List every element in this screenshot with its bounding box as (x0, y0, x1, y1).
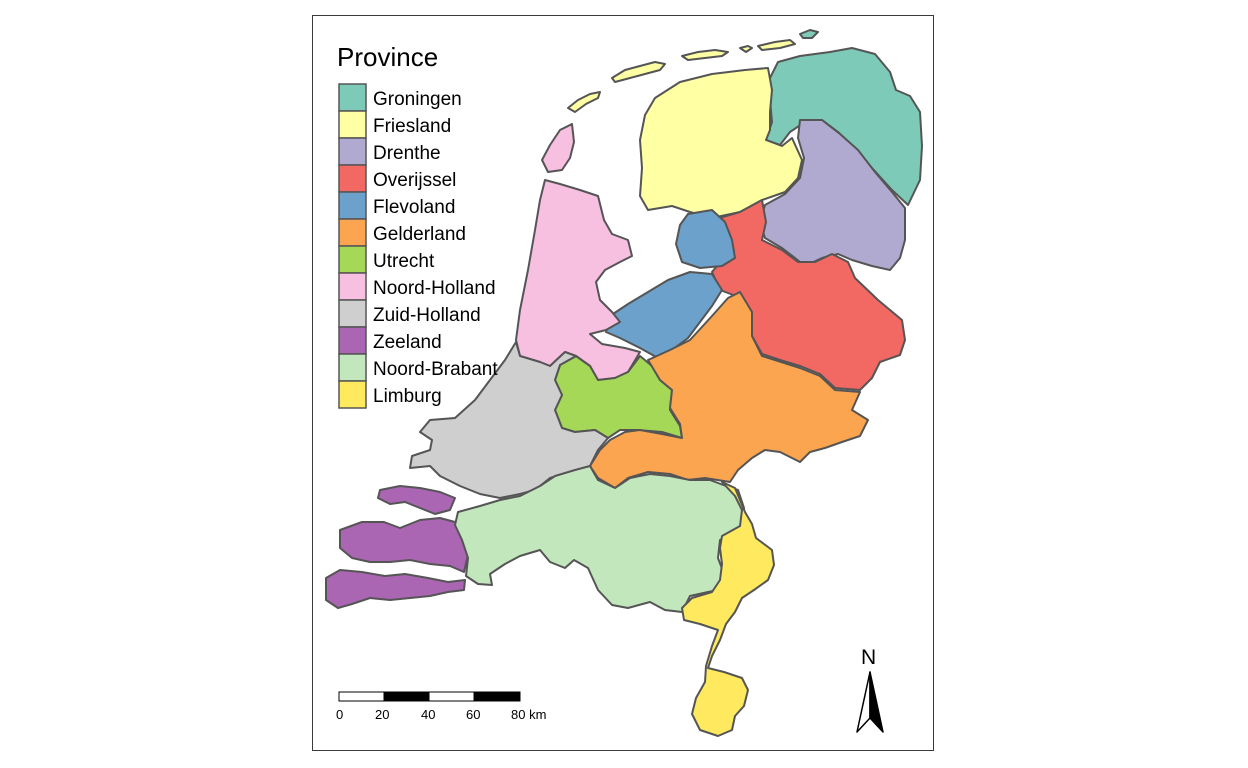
province-flevoland-noordoostpolder (675, 209, 736, 269)
province-zeeland-schouwen (377, 485, 456, 515)
scale-segment-3 (428, 691, 475, 702)
scale-label-40: 40 (421, 707, 435, 722)
legend-label-noord-brabant: Noord-Brabant (373, 359, 498, 380)
legend-label-limburg: Limburg (373, 386, 442, 407)
legend-swatch-noord-holland (338, 272, 367, 301)
province-drenthe (759, 119, 906, 271)
legend-swatch-zeeland (338, 326, 367, 355)
north-arrow-label: N (861, 646, 876, 669)
legend-title: Province (337, 42, 438, 72)
legend-swatch-limburg (338, 380, 367, 409)
legend-label-zuid-holland: Zuid-Holland (373, 305, 481, 326)
north-arrow: N (856, 646, 884, 733)
legend-label-groningen: Groningen (373, 89, 462, 110)
scale-label-80-km: 80 km (511, 707, 546, 722)
scale-bar: 0 20 40 60 80 km (336, 691, 546, 722)
scale-label-0: 0 (336, 707, 343, 722)
legend-label-gelderland: Gelderland (373, 224, 466, 245)
legend-label-friesland: Friesland (373, 116, 451, 137)
legend-label-overijssel: Overijssel (373, 170, 456, 191)
legend-swatch-groningen (338, 83, 367, 112)
province-noord-holland-texel (541, 123, 575, 173)
scale-label-20: 20 (375, 707, 389, 722)
legend-swatch-drenthe (338, 137, 367, 166)
legend-label-drenthe: Drenthe (373, 143, 441, 164)
north-arrow-right-half-icon (869, 671, 884, 733)
scale-segment-1 (338, 691, 385, 702)
legend-swatch-friesland (338, 110, 367, 139)
scale-label-60: 60 (466, 707, 480, 722)
provinces-layer (325, 29, 923, 737)
legend-swatch-overijssel (338, 164, 367, 193)
province-limburg (681, 481, 775, 737)
legend-swatch-gelderland (338, 218, 367, 247)
province-gelderland (589, 291, 869, 489)
legend: Province Groningen Friesland Drenthe Overij… (337, 42, 498, 409)
legend-swatch-zuid-holland (338, 299, 367, 328)
province-friesland-island-3 (739, 45, 753, 53)
legend-label-utrecht: Utrecht (373, 251, 435, 272)
province-zeeland-beveland (339, 517, 469, 573)
legend-label-flevoland: Flevoland (373, 197, 455, 218)
scale-segment-2 (383, 691, 430, 702)
province-zeeland-vlaanderen (325, 569, 466, 609)
legend-label-noord-holland: Noord-Holland (373, 278, 496, 299)
legend-swatch-flevoland (338, 191, 367, 220)
province-noord-holland (515, 179, 641, 381)
province-friesland-island-2 (681, 49, 729, 61)
legend-swatch-noord-brabant (338, 353, 367, 382)
scale-segment-4 (473, 691, 521, 702)
province-friesland-island-1 (611, 61, 666, 83)
north-arrow-left-half-icon (856, 671, 871, 733)
province-groningen-island (799, 29, 819, 39)
legend-label-zeeland: Zeeland (373, 332, 442, 353)
province-friesland (639, 67, 803, 219)
legend-swatch-utrecht (338, 245, 367, 274)
province-overijssel (711, 199, 906, 391)
province-flevoland (605, 271, 723, 359)
province-friesland-island-4 (757, 39, 796, 51)
province-friesland-island-5 (567, 91, 601, 113)
